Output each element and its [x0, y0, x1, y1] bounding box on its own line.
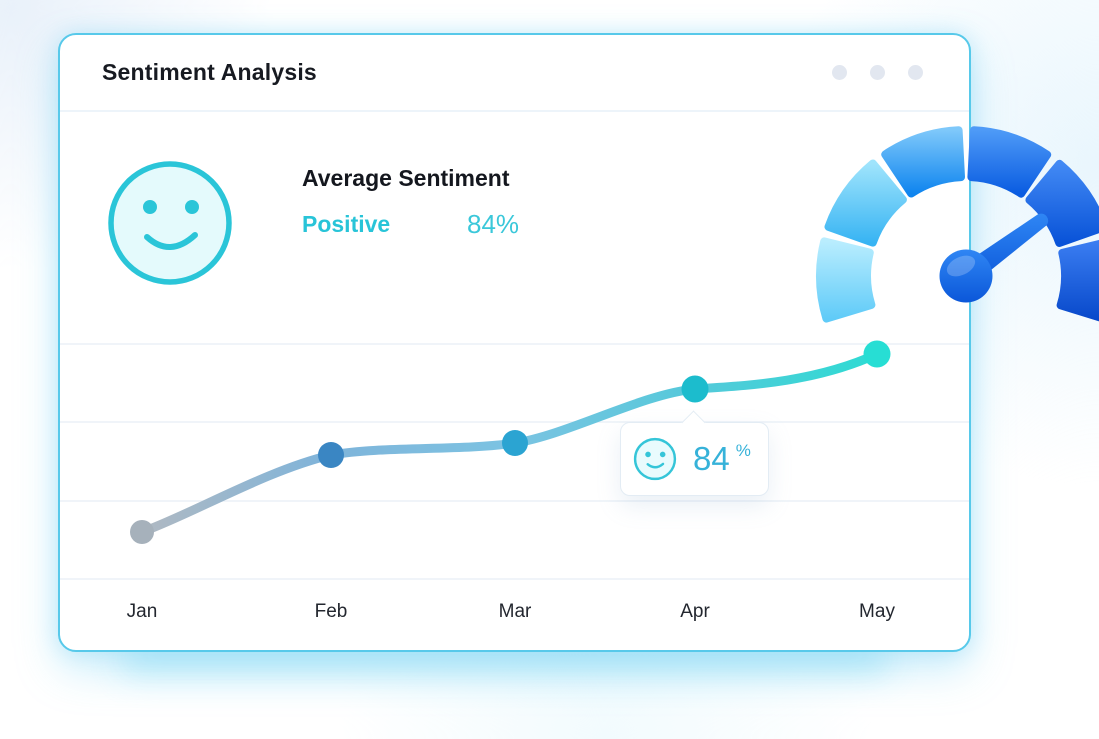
data-point-jan[interactable]	[130, 520, 154, 544]
gauge-segment	[967, 126, 1052, 198]
chart-tooltip: 84 %	[620, 410, 769, 496]
gauge-segment	[1025, 159, 1099, 247]
card-header: Sentiment Analysis	[60, 35, 969, 112]
summary-block: Average Sentiment Positive 84%	[302, 165, 622, 241]
window-dot-icon[interactable]	[832, 65, 847, 80]
data-point-apr[interactable]	[681, 375, 709, 403]
sentiment-line-chart	[60, 340, 969, 580]
data-point-feb[interactable]	[318, 442, 344, 468]
window-dot-icon[interactable]	[908, 65, 923, 80]
summary-title: Average Sentiment	[302, 165, 510, 191]
gauge-icon	[816, 126, 1099, 323]
gauge-segment	[824, 159, 907, 247]
smiley-face-icon	[108, 161, 232, 285]
tooltip-value: 84	[693, 440, 730, 477]
tooltip-unit: %	[735, 441, 751, 460]
card-title: Sentiment Analysis	[102, 59, 317, 85]
sentiment-analysis-card: Sentiment Analysis Average Sentiment Pos…	[58, 33, 1099, 652]
smiley-face-icon	[633, 437, 677, 481]
window-controls	[832, 65, 923, 80]
gauge-hub	[939, 249, 993, 303]
data-point-may[interactable]	[863, 340, 891, 368]
sentiment-label: Positive	[302, 211, 391, 237]
window-dot-icon[interactable]	[870, 65, 885, 80]
gauge-segment	[816, 237, 876, 323]
sentiment-value: 84%	[467, 209, 520, 239]
data-point-mar[interactable]	[502, 430, 528, 456]
gauge-segment	[1056, 239, 1099, 322]
gauge-segment	[881, 126, 965, 198]
